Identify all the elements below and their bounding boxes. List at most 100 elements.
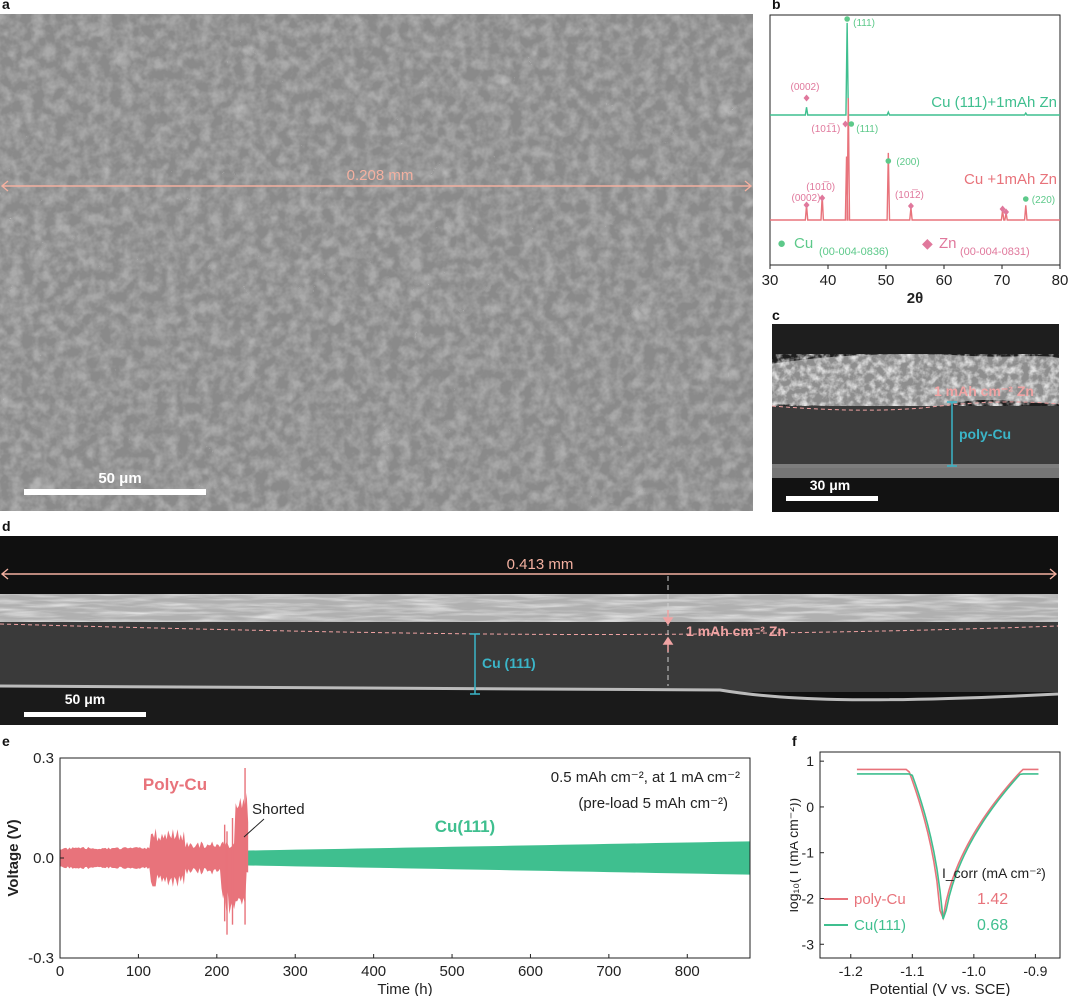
y-tick-label: -0.3 bbox=[28, 950, 54, 967]
x-tick-label: -1.2 bbox=[839, 963, 863, 979]
cu-marker bbox=[844, 16, 850, 22]
legend-label: Cu bbox=[794, 235, 813, 252]
y-tick-label: 0.3 bbox=[33, 750, 54, 767]
peak-label: (101̅1) bbox=[811, 123, 840, 135]
series-line-1 bbox=[770, 97, 1060, 221]
peak-label: (200) bbox=[896, 157, 919, 168]
scale-bar-c bbox=[786, 496, 878, 501]
zn-marker bbox=[803, 94, 810, 102]
x-tick-label: 60 bbox=[936, 272, 953, 289]
legend-ref: (00-004-0831) bbox=[960, 246, 1030, 258]
x-tick-label: 300 bbox=[283, 963, 308, 980]
peak-label: (0002) bbox=[792, 193, 821, 204]
zn-marker bbox=[907, 202, 914, 210]
series-label: Cu +1mAh Zn bbox=[964, 171, 1057, 188]
zn-marker bbox=[803, 201, 810, 209]
x-axis-label: Potential (V vs. SCE) bbox=[870, 981, 1011, 996]
x-tick-label: 600 bbox=[518, 963, 543, 980]
x-axis-label: Time (h) bbox=[377, 981, 432, 996]
sem-image-d: 0.413 mm 1 mAh cm⁻² Zn Cu (111) 50 μm bbox=[0, 536, 1058, 725]
xrd-chart: Cu (111)+1mAh Zn Cu +1mAh Zn (111) (0002) (1… bbox=[762, 14, 1069, 307]
panel-label-d: d bbox=[2, 518, 11, 534]
peak-label: (111) bbox=[853, 18, 875, 29]
zn-marker bbox=[999, 205, 1006, 213]
sem-image-a: 0.208 mm 50 μm bbox=[0, 14, 753, 511]
panel-label-e: e bbox=[2, 733, 10, 749]
y-axis-label: log₁₀( I (mA cm⁻²)) bbox=[790, 798, 801, 912]
y-tick-label: -1 bbox=[802, 845, 815, 861]
legend-symbol: ◆ bbox=[922, 235, 933, 251]
cu-marker bbox=[885, 158, 892, 164]
panel-label-c: c bbox=[772, 307, 780, 323]
measure-line-a bbox=[0, 180, 753, 192]
panel-label-f: f bbox=[792, 733, 797, 749]
peak-label: (111) bbox=[856, 124, 878, 135]
x-tick-label: 80 bbox=[1052, 272, 1069, 289]
y-tick-label: 0 bbox=[806, 799, 814, 815]
shorted-label: Shorted bbox=[252, 801, 305, 818]
cu-label-c: poly-Cu bbox=[959, 426, 1011, 442]
zn-label-d: 1 mAh cm⁻² Zn bbox=[686, 623, 786, 639]
zn-marker bbox=[819, 194, 826, 202]
zn-label-c: 1 mAh cm⁻² Zn bbox=[934, 383, 1034, 399]
zn-marker bbox=[842, 120, 849, 128]
x-tick-label: 500 bbox=[440, 963, 465, 980]
cu-label-d: Cu (111) bbox=[482, 655, 536, 671]
zn-marker bbox=[1003, 208, 1010, 216]
peak-label: (220) bbox=[1032, 195, 1055, 206]
thickness-marker-d bbox=[470, 633, 480, 695]
tafel-chart: -1.2 -1.1 -1.0 -0.9 1 0 -1 -2 -3 Potential (V vs.… bbox=[790, 751, 1061, 996]
legend-label: poly-Cu bbox=[854, 891, 906, 908]
x-tick-label: -1.0 bbox=[962, 963, 986, 979]
zn-arrows-d bbox=[662, 610, 674, 652]
x-tick-label: 400 bbox=[361, 963, 386, 980]
measure-line-d bbox=[0, 568, 1058, 580]
x-tick-label: 100 bbox=[126, 963, 151, 980]
icorr-value: 1.42 bbox=[977, 891, 1008, 908]
cu-marker bbox=[1022, 196, 1029, 202]
series-label: Cu (111)+1mAh Zn bbox=[931, 94, 1057, 111]
series-poly-cu bbox=[856, 768, 1039, 921]
x-tick-label: 70 bbox=[994, 272, 1011, 289]
sem-image-c: 1 mAh cm⁻² Zn poly-Cu 30 μm bbox=[772, 324, 1059, 512]
x-tick-label: 700 bbox=[596, 963, 621, 980]
legend-symbol: ● bbox=[777, 235, 786, 252]
shorted-pointer bbox=[243, 818, 265, 838]
panel-label-b: b bbox=[772, 0, 781, 12]
series-cu111 bbox=[60, 841, 750, 875]
scale-label-c: 30 μm bbox=[810, 477, 850, 493]
y-axis-label: Voltage (V) bbox=[5, 819, 22, 896]
scale-label-d: 50 μm bbox=[65, 691, 105, 707]
legend-label: Zn bbox=[939, 235, 957, 252]
y-tick-label: -2 bbox=[802, 890, 815, 906]
peak-label: (101̅2) bbox=[895, 189, 924, 201]
condition-label: 0.5 mAh cm⁻², at 1 mA cm⁻² bbox=[551, 769, 740, 786]
x-axis-label: 2θ bbox=[907, 290, 923, 307]
series-cu111 bbox=[856, 773, 1039, 920]
scale-bar-a bbox=[24, 489, 206, 495]
x-tick-label: 200 bbox=[204, 963, 229, 980]
legend-ref: (00-004-0836) bbox=[819, 246, 889, 258]
series-poly-cu bbox=[60, 792, 249, 915]
plot-frame bbox=[769, 14, 1061, 266]
series-line-0 bbox=[770, 22, 1060, 116]
measure-label-d: 0.413 mm bbox=[507, 556, 574, 573]
scale-bar-d bbox=[24, 712, 146, 717]
panel-label-a: a bbox=[2, 0, 10, 12]
condition-label: (pre-load 5 mAh cm⁻²) bbox=[578, 795, 728, 812]
thickness-marker-c bbox=[947, 401, 957, 467]
x-tick-label: -0.9 bbox=[1023, 963, 1047, 979]
series-label: Cu(111) bbox=[435, 817, 495, 836]
y-tick-label: -3 bbox=[802, 936, 815, 952]
legend-label: Cu(111) bbox=[854, 917, 906, 934]
x-tick-label: 0 bbox=[56, 963, 64, 980]
x-tick-label: 800 bbox=[675, 963, 700, 980]
y-tick-label: 1 bbox=[806, 753, 814, 769]
x-tick-label: 40 bbox=[820, 272, 837, 289]
x-tick-label: 50 bbox=[878, 272, 895, 289]
plot-frame bbox=[819, 751, 1061, 959]
peak-label: (0002) bbox=[791, 82, 820, 93]
voltage-chart: 0 100 200 300 400 500 600 700 800 -0.3 0.0 0.3 Time … bbox=[5, 750, 751, 996]
x-tick-label: 30 bbox=[762, 272, 779, 289]
x-tick-label: -1.1 bbox=[900, 963, 924, 979]
